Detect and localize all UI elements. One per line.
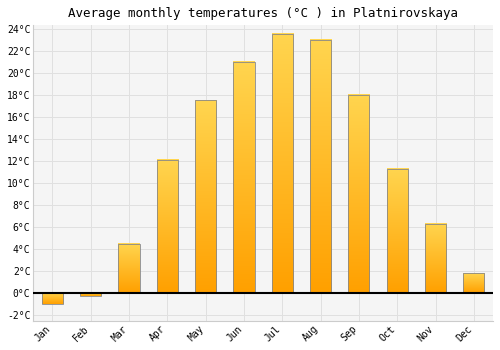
Bar — [42, 293, 63, 304]
Bar — [80, 293, 101, 296]
Title: Average monthly temperatures (°C ) in Platnirovskaya: Average monthly temperatures (°C ) in Pl… — [68, 7, 458, 20]
Bar — [464, 273, 484, 293]
Bar — [310, 40, 331, 293]
Bar — [348, 95, 370, 293]
Bar — [386, 169, 408, 293]
Bar — [425, 224, 446, 293]
Bar — [234, 62, 254, 293]
Bar — [195, 100, 216, 293]
Bar — [118, 244, 140, 293]
Bar — [157, 160, 178, 293]
Bar — [272, 34, 293, 293]
